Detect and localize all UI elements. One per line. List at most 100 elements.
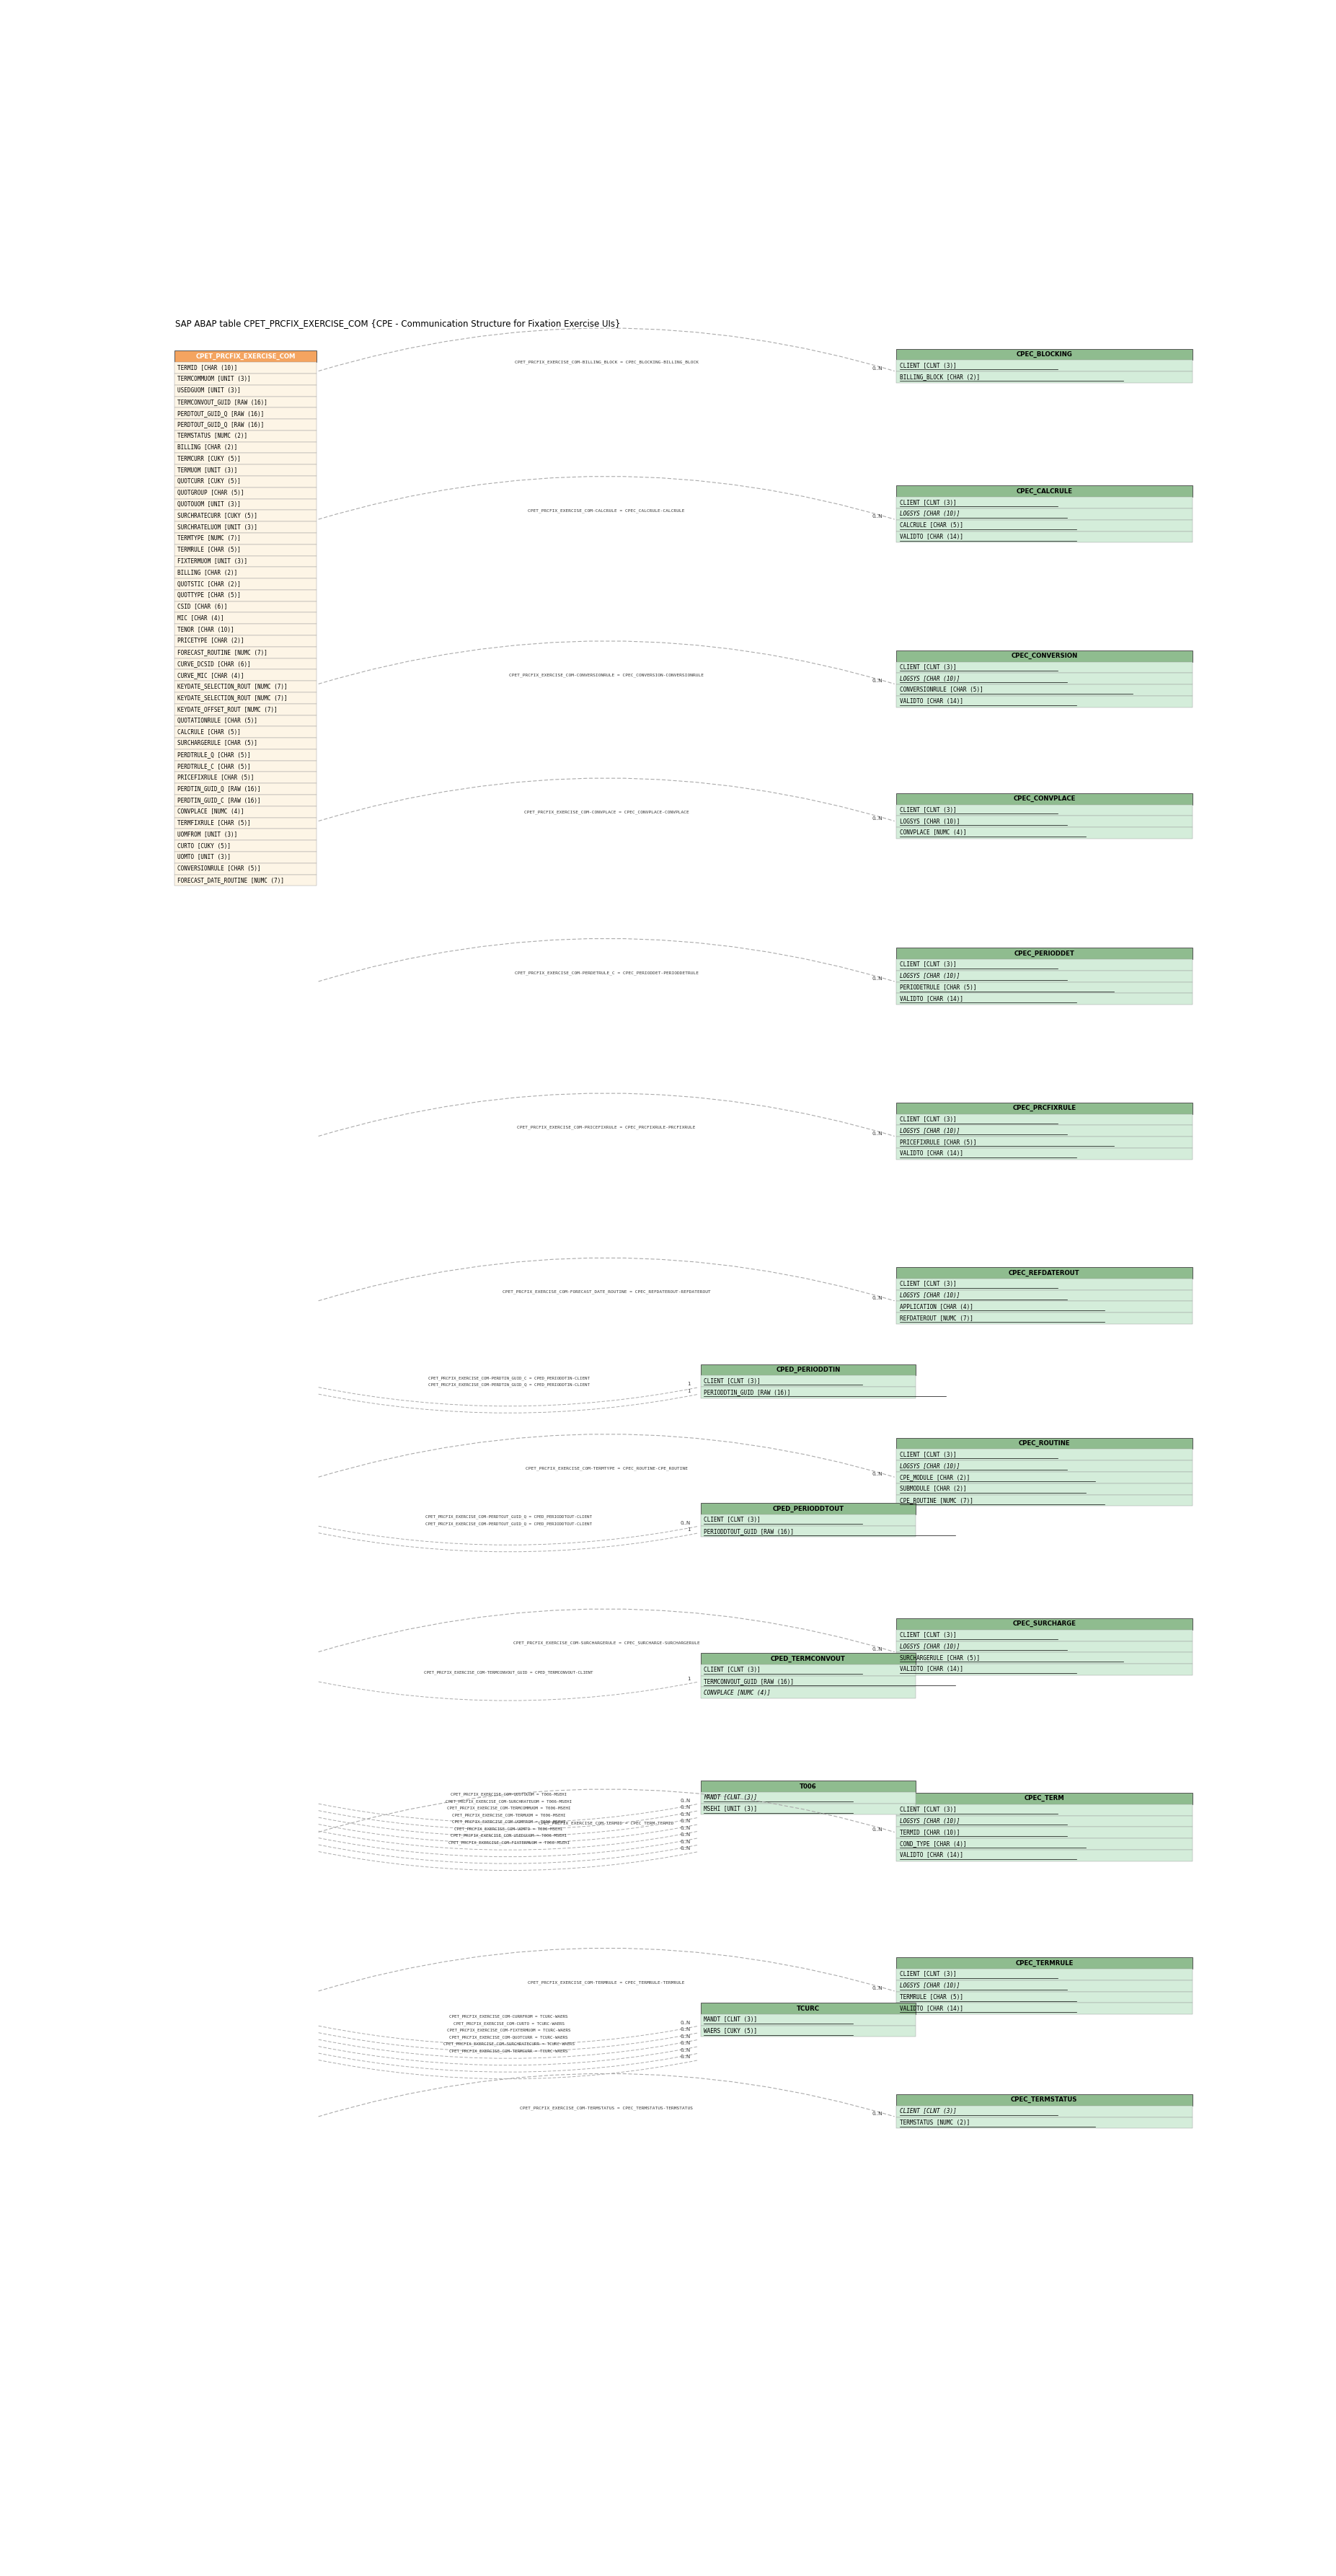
Text: SURCHARGERULE [CHAR (5)]: SURCHARGERULE [CHAR (5)] (899, 1654, 979, 1662)
Text: QUOTGROUP [CHAR (5)]: QUOTGROUP [CHAR (5)] (178, 489, 244, 497)
Text: PERIODDTIN_GUID [RAW (16)]: PERIODDTIN_GUID [RAW (16)] (704, 1388, 791, 1396)
Text: 0..N: 0..N (871, 680, 882, 683)
Text: VALIDTO [CHAR (14)]: VALIDTO [CHAR (14)] (899, 533, 963, 541)
Text: CPET_PRCFIX_EXERCISE_COM-TERMCOMMUOM = T006-MSEHI: CPET_PRCFIX_EXERCISE_COM-TERMCOMMUOM = T… (446, 1806, 570, 1811)
FancyBboxPatch shape (896, 958, 1192, 971)
Text: 0..N: 0..N (871, 976, 882, 981)
Text: CPET_PRCFIX_EXERCISE_COM-PERDTOUT_GUID_Q = CPED_PERIODDTOUT-CLIENT: CPET_PRCFIX_EXERCISE_COM-PERDTOUT_GUID_Q… (425, 1522, 592, 1525)
Text: CLIENT [CLNT (3)]: CLIENT [CLNT (3)] (899, 1806, 957, 1814)
Text: CPET_PRCFIX_EXERCISE_COM-CALCRULE = CPEC_CALCRULE-CALCRULE: CPET_PRCFIX_EXERCISE_COM-CALCRULE = CPEC… (528, 507, 685, 513)
FancyBboxPatch shape (896, 1958, 1192, 1968)
Text: 1: 1 (687, 1381, 691, 1386)
Text: MSEHI [UNIT (3)]: MSEHI [UNIT (3)] (704, 1806, 758, 1814)
Text: QUOTCURR [CUKY (5)]: QUOTCURR [CUKY (5)] (178, 479, 240, 484)
FancyBboxPatch shape (174, 407, 317, 420)
Text: CPET_PRCFIX_EXERCISE_COM-TERMSTATUS = CPEC_TERMSTATUS-TERMSTATUS: CPET_PRCFIX_EXERCISE_COM-TERMSTATUS = CP… (520, 2105, 693, 2110)
FancyBboxPatch shape (896, 1437, 1192, 1450)
Text: FORECAST_ROUTINE [NUMC (7)]: FORECAST_ROUTINE [NUMC (7)] (178, 649, 267, 657)
Text: CPEC_BLOCKING: CPEC_BLOCKING (1017, 350, 1073, 358)
Text: WAERS [CUKY (5)]: WAERS [CUKY (5)] (704, 2027, 758, 2035)
FancyBboxPatch shape (896, 1126, 1192, 1136)
Text: CPET_PRCFIX_EXERCISE_COM-TERMCURR = TCURC-WAERS: CPET_PRCFIX_EXERCISE_COM-TERMCURR = TCUR… (449, 2048, 568, 2053)
Text: 0..N: 0..N (871, 817, 882, 819)
FancyBboxPatch shape (896, 1981, 1192, 1991)
Text: CPET_PRCFIX_EXERCISE_COM-QUOTCURR = TCURC-WAERS: CPET_PRCFIX_EXERCISE_COM-QUOTCURR = TCUR… (449, 2035, 568, 2040)
Text: VALIDTO [CHAR (14)]: VALIDTO [CHAR (14)] (899, 997, 963, 1002)
FancyBboxPatch shape (174, 647, 317, 657)
FancyBboxPatch shape (896, 2004, 1192, 2014)
FancyBboxPatch shape (700, 2025, 915, 2038)
Text: PERDTRULE_C [CHAR (5)]: PERDTRULE_C [CHAR (5)] (178, 762, 251, 770)
Text: 0..N: 0..N (680, 1832, 691, 1837)
FancyBboxPatch shape (700, 1654, 915, 1664)
Text: 0..N: 0..N (680, 1806, 691, 1811)
Text: 0..N: 0..N (871, 1471, 882, 1476)
FancyBboxPatch shape (174, 703, 317, 716)
Text: 0..N: 0..N (871, 1986, 882, 1991)
Text: CLIENT [CLNT (3)]: CLIENT [CLNT (3)] (704, 1667, 760, 1674)
Text: CONVPLACE [NUMC (4)]: CONVPLACE [NUMC (4)] (899, 829, 966, 837)
FancyBboxPatch shape (896, 1968, 1192, 1981)
FancyBboxPatch shape (174, 420, 317, 430)
FancyBboxPatch shape (174, 510, 317, 520)
FancyBboxPatch shape (700, 1365, 915, 1376)
Text: 0..N: 0..N (680, 1798, 691, 1803)
Text: TERMCURR [CUKY (5)]: TERMCURR [CUKY (5)] (178, 456, 240, 461)
FancyBboxPatch shape (174, 806, 317, 817)
FancyBboxPatch shape (174, 657, 317, 670)
FancyBboxPatch shape (174, 817, 317, 829)
FancyBboxPatch shape (174, 623, 317, 636)
Text: CLIENT [CLNT (3)]: CLIENT [CLNT (3)] (899, 363, 957, 368)
Text: SURCHRATECURR [CUKY (5)]: SURCHRATECURR [CUKY (5)] (178, 513, 258, 520)
Text: CPET_PRCFIX_EXERCISE_COM-CURTO = TCURC-WAERS: CPET_PRCFIX_EXERCISE_COM-CURTO = TCURC-W… (453, 2022, 564, 2025)
Text: CPET_PRCFIX_EXERCISE_COM-TERMUOM = T006-MSEHI: CPET_PRCFIX_EXERCISE_COM-TERMUOM = T006-… (452, 1814, 565, 1816)
Text: 0..N: 0..N (680, 1839, 691, 1844)
Text: LOGSYS [CHAR (10)]: LOGSYS [CHAR (10)] (899, 1463, 959, 1468)
Text: CPEC_CONVERSION: CPEC_CONVERSION (1011, 652, 1078, 659)
FancyBboxPatch shape (896, 981, 1192, 994)
Text: SURCHARGERULE [CHAR (5)]: SURCHARGERULE [CHAR (5)] (178, 739, 258, 747)
Text: VALIDTO [CHAR (14)]: VALIDTO [CHAR (14)] (899, 1151, 963, 1157)
FancyBboxPatch shape (174, 829, 317, 840)
FancyBboxPatch shape (174, 613, 317, 623)
FancyBboxPatch shape (174, 556, 317, 567)
FancyBboxPatch shape (896, 1651, 1192, 1664)
FancyBboxPatch shape (700, 1502, 915, 1515)
Text: 0..N: 0..N (871, 1131, 882, 1136)
FancyBboxPatch shape (896, 1278, 1192, 1291)
FancyBboxPatch shape (174, 580, 317, 590)
Text: FIXTERMUOM [UNIT (3)]: FIXTERMUOM [UNIT (3)] (178, 559, 247, 564)
Text: CPET_PRCFIX_EXERCISE_COM-TERMTYPE = CPEC_ROUTINE-CPE_ROUTINE: CPET_PRCFIX_EXERCISE_COM-TERMTYPE = CPEC… (525, 1466, 688, 1471)
Text: COND_TYPE [CHAR (4)]: COND_TYPE [CHAR (4)] (899, 1842, 966, 1847)
Text: CPET_PRCFIX_EXERCISE_COM: CPET_PRCFIX_EXERCISE_COM (195, 353, 295, 361)
Text: CONVPLACE [NUMC (4)]: CONVPLACE [NUMC (4)] (704, 1690, 771, 1695)
Text: CPEC_SURCHARGE: CPEC_SURCHARGE (1013, 1620, 1075, 1628)
Text: KEYDATE_OFFSET_ROUT [NUMC (7)]: KEYDATE_OFFSET_ROUT [NUMC (7)] (178, 706, 278, 714)
FancyBboxPatch shape (700, 2014, 915, 2025)
Text: TERMID [CHAR (10)]: TERMID [CHAR (10)] (899, 1829, 959, 1837)
Text: PRICEFIXRULE [CHAR (5)]: PRICEFIXRULE [CHAR (5)] (178, 775, 254, 781)
FancyBboxPatch shape (700, 1386, 915, 1399)
Text: PERDTIN_GUID_C [RAW (16)]: PERDTIN_GUID_C [RAW (16)] (178, 796, 261, 804)
FancyBboxPatch shape (700, 1677, 915, 1687)
FancyBboxPatch shape (896, 1631, 1192, 1641)
FancyBboxPatch shape (174, 737, 317, 750)
FancyBboxPatch shape (700, 2002, 915, 2014)
Text: TERMUOM [UNIT (3)]: TERMUOM [UNIT (3)] (178, 466, 238, 474)
FancyBboxPatch shape (896, 649, 1192, 662)
Text: LOGSYS [CHAR (10)]: LOGSYS [CHAR (10)] (899, 819, 959, 824)
FancyBboxPatch shape (896, 2117, 1192, 2128)
FancyBboxPatch shape (896, 1641, 1192, 1651)
Text: BILLING [CHAR (2)]: BILLING [CHAR (2)] (178, 443, 238, 451)
FancyBboxPatch shape (174, 853, 317, 863)
Text: CLIENT [CLNT (3)]: CLIENT [CLNT (3)] (704, 1378, 760, 1383)
Text: PRICEFIXRULE [CHAR (5)]: PRICEFIXRULE [CHAR (5)] (899, 1139, 977, 1146)
FancyBboxPatch shape (896, 1103, 1192, 1113)
Text: PERDTRULE_Q [CHAR (5)]: PERDTRULE_Q [CHAR (5)] (178, 752, 251, 757)
Text: CPET_PRCFIX_EXERCISE_COM-PERDTIN_GUID_Q = CPED_PERIODDTIN-CLIENT: CPET_PRCFIX_EXERCISE_COM-PERDTIN_GUID_Q … (428, 1383, 589, 1386)
Text: 0..N: 0..N (680, 2020, 691, 2025)
Text: 0..N: 0..N (871, 366, 882, 371)
Text: TERMFIXRULE [CHAR (5)]: TERMFIXRULE [CHAR (5)] (178, 819, 251, 827)
Text: 0..N: 0..N (680, 1826, 691, 1829)
Text: PERIODETRULE [CHAR (5)]: PERIODETRULE [CHAR (5)] (899, 984, 977, 992)
